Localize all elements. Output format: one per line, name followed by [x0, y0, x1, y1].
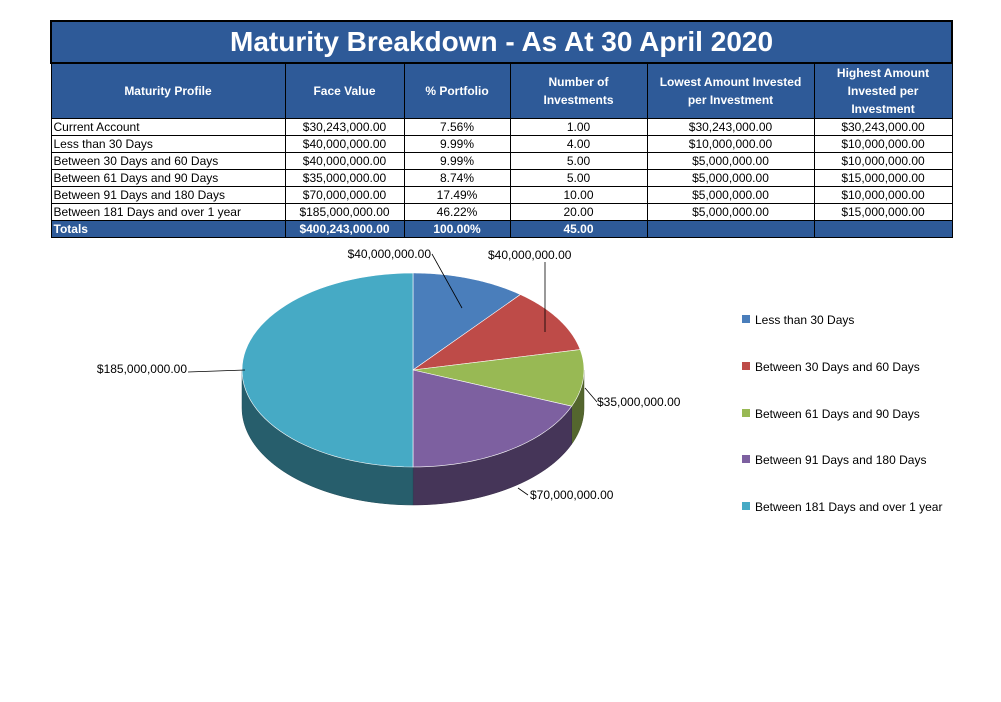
percent-cell: 7.56%: [403, 118, 511, 136]
table-header-row: Maturity Profile Face Value % Portfolio …: [50, 62, 953, 119]
pie-slice-3: [412, 349, 585, 407]
legend-item: Between 30 Days and 60 Days: [742, 360, 920, 374]
header-lowest-amount: Lowest Amount Invested per Investment: [646, 62, 815, 119]
data-label-2: $40,000,000.00: [488, 248, 572, 262]
totals-row: Totals $400,243,000.00 100.00% 45.00: [50, 220, 953, 238]
header-percent-portfolio: % Portfolio: [403, 62, 511, 119]
percent-cell: 17.49%: [403, 186, 511, 204]
legend-label: Between 61 Days and 90 Days: [755, 406, 920, 421]
highest-cell: $10,000,000.00: [813, 152, 953, 170]
header-maturity-profile: Maturity Profile: [50, 62, 286, 119]
highest-cell: $15,000,000.00: [813, 169, 953, 187]
data-label-5: $185,000,000.00: [97, 362, 187, 376]
legend-label: Between 30 Days and 60 Days: [755, 359, 920, 374]
row-label: Current Account: [50, 118, 286, 136]
highest-cell: $10,000,000.00: [813, 186, 953, 204]
highest-cell: $15,000,000.00: [813, 203, 953, 221]
highest-cell: $30,243,000.00: [813, 118, 953, 136]
count-cell: 1.00: [509, 118, 648, 136]
header-face-value: Face Value: [284, 62, 405, 119]
table-row: Between 61 Days and 90 Days $35,000,000.…: [50, 169, 953, 187]
table-row: Between 30 Days and 60 Days $40,000,000.…: [50, 152, 953, 170]
totals-lowest: [646, 220, 815, 238]
table-title: Maturity Breakdown - As At 30 April 2020: [49, 20, 954, 64]
legend-label: Less than 30 Days: [755, 313, 855, 327]
row-label: Less than 30 Days: [50, 135, 286, 153]
legend-swatch: [742, 502, 750, 511]
lowest-cell: $5,000,000.00: [646, 186, 815, 204]
data-label-1: $40,000,000.00: [348, 247, 432, 261]
pie-slice-2: [412, 294, 581, 371]
face-value-cell: $185,000,000.00: [284, 203, 405, 221]
row-label: Between 30 Days and 60 Days: [50, 152, 286, 170]
count-cell: 10.00: [509, 186, 648, 204]
pie-top: [241, 272, 585, 468]
data-label-3: $35,000,000.00: [597, 395, 681, 409]
totals-label: Totals: [50, 220, 286, 238]
count-cell: 20.00: [509, 203, 648, 221]
header-number-of-investments: Number of Investments: [509, 62, 648, 119]
legend-swatch: [742, 315, 750, 323]
lowest-cell: $5,000,000.00: [646, 169, 815, 187]
face-value-cell: $70,000,000.00: [284, 186, 405, 204]
legend-swatch: [742, 408, 750, 417]
lowest-cell: $5,000,000.00: [646, 152, 815, 170]
legend-item: Between 61 Days and 90 Days: [742, 407, 920, 421]
face-value-cell: $40,000,000.00: [284, 135, 405, 153]
totals-percent: 100.00%: [403, 220, 511, 238]
pie-slice-4: [412, 369, 573, 468]
leader-line-3: [584, 387, 598, 403]
count-cell: 5.00: [509, 152, 648, 170]
pie-data-labels: $40,000,000.00 $40,000,000.00 $35,000,000.…: [97, 247, 681, 502]
percent-cell: 9.99%: [403, 135, 511, 153]
lowest-cell: $30,243,000.00: [646, 118, 815, 136]
face-value-cell: $35,000,000.00: [284, 169, 405, 187]
leader-line-4: [517, 487, 529, 496]
face-value-cell: $30,243,000.00: [284, 118, 405, 136]
totals-face-value: $400,243,000.00: [284, 220, 405, 238]
leader-line-1: [431, 253, 463, 309]
table-row: Between 181 Days and over 1 year $185,00…: [50, 203, 953, 221]
row-label: Between 181 Days and over 1 year: [50, 203, 286, 221]
header-highest-amount: Highest Amount Invested per Investment: [813, 62, 953, 119]
table-row: Between 91 Days and 180 Days $70,000,000…: [50, 186, 953, 204]
maturity-table: Maturity Breakdown - As At 30 April 2020…: [49, 20, 954, 238]
percent-cell: 46.22%: [403, 203, 511, 221]
legend-swatch: [742, 361, 750, 370]
legend-item: Between 91 Days and 180 Days: [742, 453, 926, 467]
face-value-cell: $40,000,000.00: [284, 152, 405, 170]
pie-slice-1: [412, 272, 522, 371]
totals-count: 45.00: [509, 220, 648, 238]
row-label: Between 61 Days and 90 Days: [50, 169, 286, 187]
totals-highest: [813, 220, 953, 238]
legend-item: Between 181 Days and over 1 year: [742, 500, 942, 514]
percent-cell: 8.74%: [403, 169, 511, 187]
count-cell: 4.00: [509, 135, 648, 153]
legend-label: Between 91 Days and 180 Days: [755, 453, 927, 468]
leader-line-5: [187, 369, 246, 373]
table-row: Current Account $30,243,000.00 7.56% 1.0…: [50, 118, 953, 136]
lowest-cell: $10,000,000.00: [646, 135, 815, 153]
legend-item: Less than 30 Days: [742, 313, 854, 327]
data-label-4: $70,000,000.00: [530, 488, 614, 502]
highest-cell: $10,000,000.00: [813, 135, 953, 153]
lowest-cell: $5,000,000.00: [646, 203, 815, 221]
percent-cell: 9.99%: [403, 152, 511, 170]
row-label: Between 91 Days and 180 Days: [50, 186, 286, 204]
pie-chart: $40,000,000.00 $40,000,000.00 $35,000,000.…: [97, 247, 681, 506]
count-cell: 5.00: [509, 169, 648, 187]
legend-swatch: [742, 455, 750, 464]
legend-label: Between 181 Days and over 1 year: [755, 500, 943, 515]
table-row: Less than 30 Days $40,000,000.00 9.99% 4…: [50, 135, 953, 153]
